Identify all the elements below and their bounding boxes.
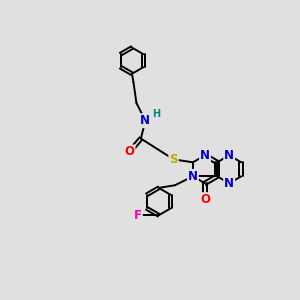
Text: N: N <box>140 114 150 127</box>
Text: H: H <box>152 109 160 119</box>
Text: F: F <box>134 209 142 222</box>
Text: O: O <box>200 193 210 206</box>
Text: N: N <box>224 177 234 190</box>
Text: N: N <box>200 149 210 162</box>
Text: S: S <box>169 153 178 166</box>
Text: N: N <box>188 170 198 183</box>
Text: N: N <box>224 149 234 162</box>
Text: O: O <box>124 146 135 158</box>
